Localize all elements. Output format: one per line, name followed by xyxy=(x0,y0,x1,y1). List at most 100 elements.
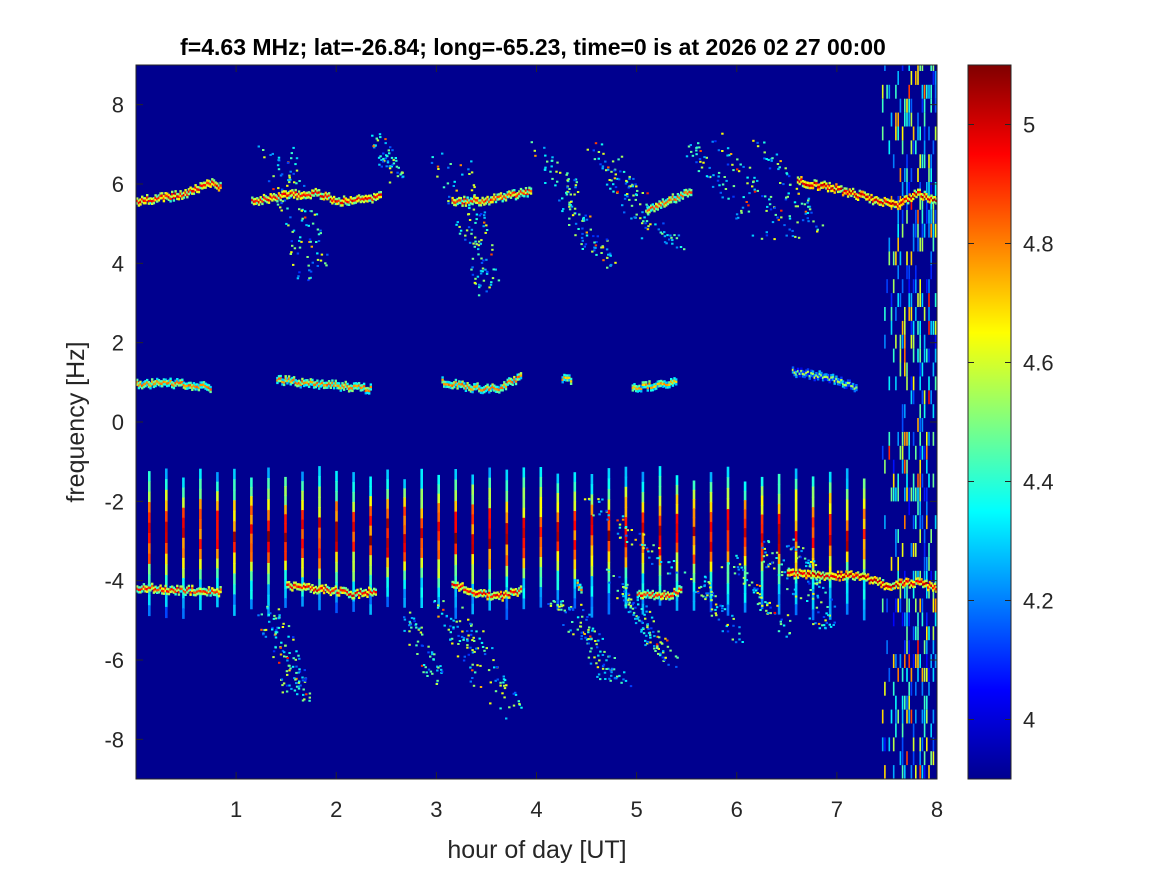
streak-point xyxy=(630,204,634,207)
noise-cell xyxy=(926,487,928,502)
trace-point xyxy=(286,377,289,380)
streak-point xyxy=(568,224,571,226)
streak-point xyxy=(462,638,465,641)
stripe-segment xyxy=(726,583,730,595)
trace-point xyxy=(347,595,351,599)
streak-point xyxy=(390,171,393,174)
trace-point xyxy=(369,588,372,591)
stripe-segment xyxy=(250,477,253,488)
streak-point xyxy=(652,630,655,633)
noise-cell xyxy=(923,640,926,655)
noise-cell xyxy=(919,459,921,474)
trace-point xyxy=(296,197,299,201)
streak-point xyxy=(725,625,728,628)
streak-point xyxy=(775,153,779,156)
trace-point xyxy=(171,383,174,386)
streak-point xyxy=(492,659,495,662)
noise-cell xyxy=(899,293,902,307)
streak-point xyxy=(782,559,785,562)
trace-point xyxy=(351,199,354,203)
streak-point xyxy=(474,240,477,243)
noise-cell xyxy=(904,112,906,127)
stripe-segment xyxy=(318,496,321,508)
streak-point xyxy=(574,184,578,187)
streak-point xyxy=(610,179,613,182)
streak-point xyxy=(711,592,715,595)
trace-point xyxy=(304,588,307,591)
trace-point xyxy=(214,591,217,594)
streak-point xyxy=(751,234,755,237)
trace-point xyxy=(865,195,868,199)
noise-cell xyxy=(928,626,930,641)
trace-point xyxy=(349,389,352,392)
streak-point xyxy=(646,192,649,195)
streak-point xyxy=(729,153,733,155)
trace-point xyxy=(289,588,292,591)
trace-point xyxy=(796,576,800,579)
trace-point xyxy=(891,204,895,207)
trace-point xyxy=(161,587,164,590)
trace-point xyxy=(513,193,516,197)
trace-point xyxy=(521,194,524,197)
trace-point xyxy=(878,198,881,202)
trace-point xyxy=(853,195,856,198)
trace-point xyxy=(144,587,147,591)
trace-point xyxy=(337,382,341,385)
stripe-segment xyxy=(437,484,440,495)
streak-point xyxy=(740,566,743,569)
trace-point xyxy=(851,387,855,391)
noise-cell xyxy=(919,431,921,446)
streak-point xyxy=(762,540,766,543)
streak-point xyxy=(758,602,761,605)
noise-cell xyxy=(906,98,908,113)
stripe-segment xyxy=(794,531,798,543)
trace-point xyxy=(816,375,820,379)
stripe-segment xyxy=(454,490,457,502)
trace-point xyxy=(503,385,506,389)
streak-point xyxy=(769,612,772,615)
trace-point xyxy=(564,376,568,380)
streak-point xyxy=(551,177,554,180)
stripe-segment xyxy=(437,474,440,485)
trace-point xyxy=(528,189,531,192)
trace-point xyxy=(871,582,875,585)
streak-point xyxy=(581,239,584,242)
noise-cell xyxy=(926,348,928,363)
streak-point xyxy=(503,687,507,690)
trace-point xyxy=(357,196,361,200)
streak-point xyxy=(277,187,280,190)
trace-point xyxy=(166,380,169,383)
trace-point xyxy=(322,589,326,592)
trace-point xyxy=(307,193,311,196)
trace-point xyxy=(866,195,870,198)
trace-point xyxy=(508,195,511,198)
trace-point xyxy=(357,199,361,202)
streak-point xyxy=(489,681,492,684)
noise-cell xyxy=(915,209,917,224)
trace-point xyxy=(259,196,262,199)
trace-point xyxy=(189,588,192,592)
streak-point xyxy=(632,601,635,604)
stripe-segment xyxy=(760,580,764,591)
trace-point xyxy=(529,189,533,193)
streak-point xyxy=(595,253,598,256)
trace-point xyxy=(683,191,686,194)
streak-point xyxy=(765,566,768,569)
noise-cell xyxy=(901,223,904,238)
trace-point xyxy=(464,591,468,594)
trace-point xyxy=(925,197,928,201)
trace-point xyxy=(162,380,166,384)
stripe-segment xyxy=(352,472,355,483)
streak-point xyxy=(464,234,467,237)
trace-point xyxy=(826,373,830,377)
trace-point xyxy=(464,588,468,592)
noise-cell xyxy=(923,695,926,710)
streak-point xyxy=(635,213,638,216)
streak-point xyxy=(721,150,724,152)
trace-point xyxy=(448,385,451,389)
trace-point xyxy=(291,381,294,385)
stripe-segment xyxy=(267,478,270,490)
trace-point xyxy=(661,597,665,600)
trace-point xyxy=(299,383,302,387)
stripe-segment xyxy=(675,504,679,515)
